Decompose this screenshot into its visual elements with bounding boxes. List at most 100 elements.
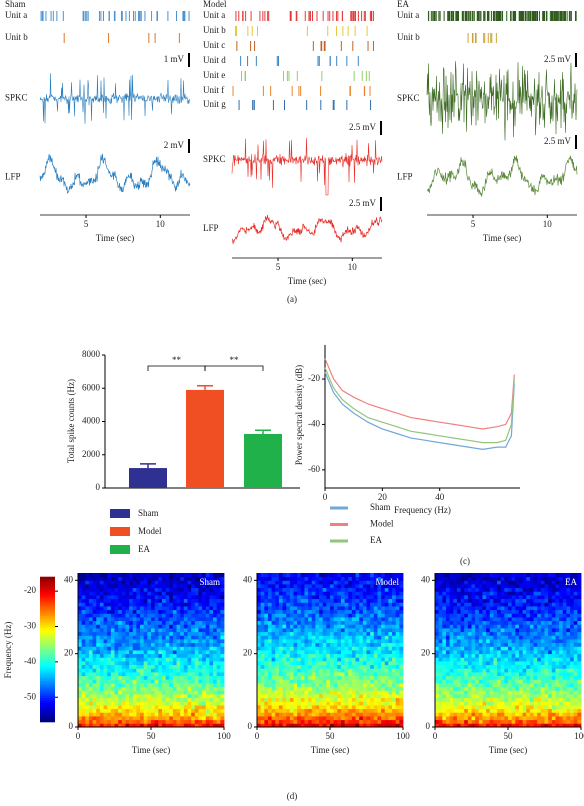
heatmap-cell xyxy=(191,620,196,625)
heatmap-cell xyxy=(344,672,349,677)
heatmap-cell xyxy=(260,697,265,702)
heatmap-cell xyxy=(399,708,404,713)
heatmap-cell xyxy=(118,719,123,724)
heatmap-cell xyxy=(282,646,287,651)
heatmap-cell xyxy=(114,672,119,677)
heatmap-cell xyxy=(92,573,97,578)
heatmap-cell xyxy=(566,683,571,688)
heatmap-cell xyxy=(267,598,272,603)
heatmap-cell xyxy=(125,705,130,710)
heatmap-cell xyxy=(559,683,564,688)
heatmap-cell xyxy=(260,642,265,647)
heatmap-cell xyxy=(359,705,364,710)
heatmap-cell xyxy=(278,613,283,618)
heatmap-cell xyxy=(194,631,199,636)
heatmap-cell xyxy=(566,679,571,684)
heatmap-cell xyxy=(300,620,305,625)
x-tick-label: 5 xyxy=(276,262,281,272)
heatmap-cell xyxy=(348,587,353,592)
lfp-label: LFP xyxy=(203,223,219,233)
significance-bracket xyxy=(204,365,264,371)
heatmap-cell xyxy=(566,631,571,636)
heatmap-cell xyxy=(114,624,119,629)
heatmap-cell xyxy=(151,598,156,603)
heatmap-cell xyxy=(392,719,397,724)
heatmap-cell xyxy=(275,686,280,691)
heatmap-cell xyxy=(537,697,542,702)
heatmap-cell xyxy=(445,635,450,640)
heatmap-cell xyxy=(209,635,214,640)
heatmap-cell xyxy=(85,584,90,589)
heatmap-cell xyxy=(275,576,280,581)
heatmap-cell xyxy=(278,595,283,600)
heatmap-cell xyxy=(78,672,83,677)
heatmap-cell xyxy=(151,631,156,636)
bar xyxy=(186,389,224,488)
heatmap-cell xyxy=(286,697,291,702)
heatmap-cell xyxy=(311,584,316,589)
heatmap-cell xyxy=(348,576,353,581)
heatmap-cell xyxy=(540,701,545,706)
heatmap-cell xyxy=(577,716,582,721)
heatmap-cell xyxy=(202,631,207,636)
heatmap-cell xyxy=(121,584,126,589)
heatmap-cell xyxy=(456,683,461,688)
heatmap-cell xyxy=(180,576,185,581)
heatmap-cell xyxy=(136,620,141,625)
heatmap-cell xyxy=(526,646,531,651)
heatmap-cell xyxy=(355,708,360,713)
heatmap-cell xyxy=(147,650,152,655)
heatmap-cell xyxy=(577,642,582,647)
heatmap-cell xyxy=(508,694,513,699)
heatmap-cell xyxy=(158,620,163,625)
heatmap-cell xyxy=(348,653,353,658)
heatmap-cell xyxy=(570,701,575,706)
heatmap-cell xyxy=(129,708,134,713)
heatmap-cell xyxy=(460,639,465,644)
heatmap-cell xyxy=(92,642,97,647)
heatmap-cell xyxy=(559,672,564,677)
legend-swatch xyxy=(110,509,130,518)
heatmap-cell xyxy=(340,668,345,673)
heatmap-cell xyxy=(330,705,335,710)
heatmap-cell xyxy=(154,573,159,578)
heatmap-cell xyxy=(377,712,382,717)
heatmap-cell xyxy=(475,646,480,651)
heatmap-cell xyxy=(573,679,578,684)
heatmap-cell xyxy=(289,683,294,688)
heatmap-cell xyxy=(136,686,141,691)
heatmap-cell xyxy=(180,697,185,702)
heatmap-cell xyxy=(267,672,272,677)
heatmap-cell xyxy=(381,705,386,710)
heatmap-cell xyxy=(337,639,342,644)
heatmap-cell xyxy=(493,705,498,710)
heatmap-cell xyxy=(125,580,130,585)
heatmap-cell xyxy=(136,675,141,680)
heatmap-cell xyxy=(99,683,104,688)
heatmap-cell xyxy=(88,705,93,710)
heatmap-cell xyxy=(308,587,313,592)
heatmap-cell xyxy=(107,635,112,640)
heatmap-cell xyxy=(169,661,174,666)
heatmap-cell xyxy=(286,653,291,658)
heatmap-cell xyxy=(92,646,97,651)
heatmap-cell xyxy=(540,679,545,684)
heatmap-cell xyxy=(191,664,196,669)
heatmap-cell xyxy=(445,701,450,706)
heatmap-cell xyxy=(161,694,166,699)
heatmap-cell xyxy=(355,675,360,680)
heatmap-cell xyxy=(511,719,516,724)
heatmap-cell xyxy=(529,664,534,669)
heatmap-cell xyxy=(110,708,115,713)
heatmap-cell xyxy=(330,668,335,673)
heatmap-cell xyxy=(315,587,320,592)
heatmap-cell xyxy=(92,705,97,710)
heatmap-cell xyxy=(147,602,152,607)
heatmap-cell xyxy=(121,719,126,724)
heatmap-cell xyxy=(165,701,170,706)
heatmap-cell xyxy=(482,686,487,691)
heatmap-cell xyxy=(355,591,360,596)
colorbar-cell xyxy=(40,673,55,677)
heatmap-cell xyxy=(282,573,287,578)
